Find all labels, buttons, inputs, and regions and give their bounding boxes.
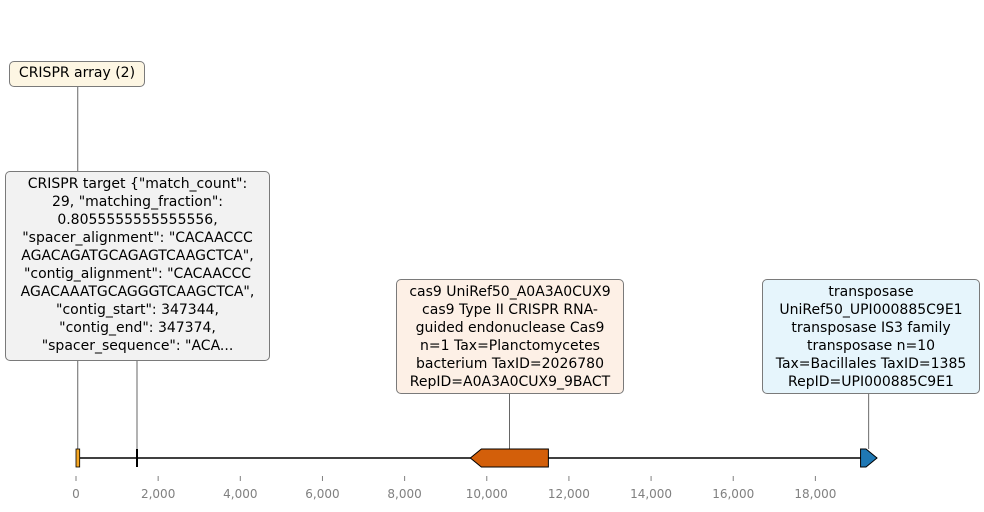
crispr-array-feature (75, 448, 81, 468)
axis-tick-label: 0 (72, 487, 80, 501)
cas9-label: cas9 UniRef50_A0A3A0CUX9 cas9 Type II CR… (396, 279, 624, 394)
feature-shapes (75, 448, 878, 468)
transposase-label: transposase UniRef50_UPI000885C9E1 trans… (762, 279, 980, 394)
axis-tick-label: 16,000 (712, 487, 754, 501)
axis-tick-label: 6,000 (305, 487, 339, 501)
axis-tick-label: 8,000 (387, 487, 421, 501)
crispr-target-label: CRISPR target {"match_count": 29, "match… (5, 171, 270, 361)
axis-tick-label: 2,000 (141, 487, 175, 501)
axis-tick-label: 10,000 (466, 487, 508, 501)
axis-tick-label: 4,000 (223, 487, 257, 501)
axis-tick-label: 12,000 (548, 487, 590, 501)
axis-ticks: 0 2,000 4,000 6,000 8,000 10,000 12,000 14,000 1… (72, 476, 836, 501)
axis-tick-label: 18,000 (794, 487, 836, 501)
cas9-feature (469, 448, 549, 468)
transposase-feature (860, 448, 878, 468)
crispr-array-label: CRISPR array (2) (9, 61, 145, 87)
axis-tick-label: 14,000 (630, 487, 672, 501)
